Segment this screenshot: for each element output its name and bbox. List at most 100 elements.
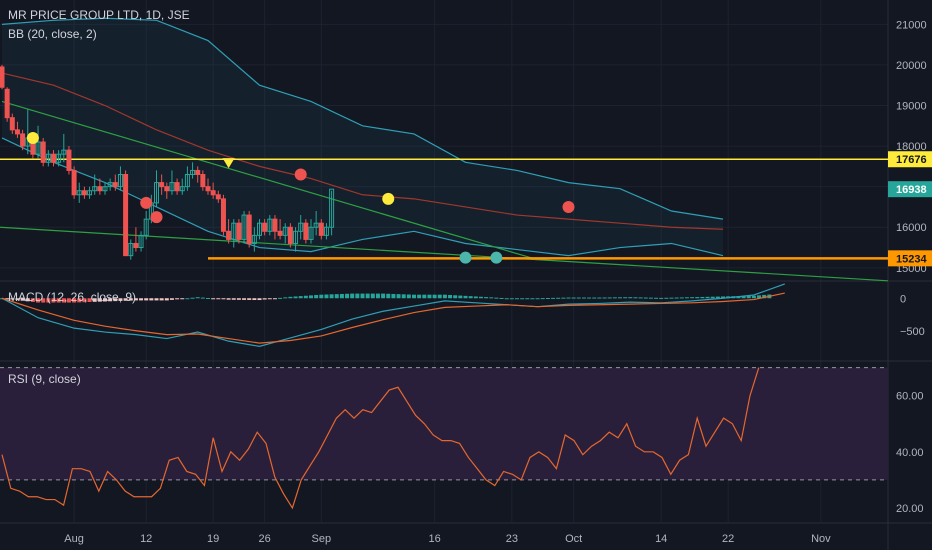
- macd-histogram-bar: [463, 295, 468, 299]
- candle-body: [20, 133, 26, 147]
- macd-histogram-bar: [195, 297, 200, 299]
- macd-histogram-bar: [381, 293, 386, 299]
- candle-body: [76, 190, 82, 196]
- macd-histogram-bar: [520, 298, 525, 300]
- candle-body: [159, 182, 165, 188]
- macd-histogram-bar: [715, 296, 720, 299]
- macd-histogram-bar: [664, 297, 669, 299]
- price-candles[interactable]: [0, 64, 335, 260]
- macd-histogram-bar: [164, 298, 169, 301]
- macd-histogram-bar: [298, 296, 303, 299]
- candle-body: [303, 222, 309, 240]
- macd-histogram-bar: [535, 298, 540, 300]
- macd-histogram-bar: [442, 294, 447, 299]
- macd-histogram-bar: [329, 294, 334, 299]
- macd-histogram-bar: [159, 298, 164, 301]
- macd-histogram-bar: [417, 294, 422, 299]
- macd-histogram-bar: [200, 297, 205, 299]
- bb-lower-line: [1, 137, 724, 257]
- macd-histogram-bar: [757, 295, 762, 299]
- macd-histogram-bar: [365, 293, 370, 299]
- candle-body: [287, 226, 293, 244]
- rsi-pane: [1, 367, 760, 510]
- candle-body: [4, 88, 10, 119]
- candle-body: [174, 182, 180, 192]
- macd-histogram-bar: [314, 295, 319, 299]
- candle-body: [102, 186, 108, 192]
- macd-histogram-bar: [391, 293, 396, 299]
- candle-body: [0, 66, 5, 88]
- macd-histogram-bar: [108, 298, 113, 302]
- rsi-tick-label: 20.00: [896, 503, 924, 515]
- macd-histogram-bar: [623, 297, 628, 299]
- candle-body: [195, 169, 201, 175]
- macd-histogram-bar: [751, 295, 756, 299]
- macd-histogram-bar: [576, 297, 581, 299]
- macd-histogram-bar: [448, 294, 453, 299]
- macd-histogram-bar: [453, 295, 458, 299]
- candle-body: [257, 222, 262, 236]
- price-tag-support: [888, 250, 932, 267]
- macd-histogram-bar: [412, 294, 416, 299]
- candle-body: [81, 190, 87, 196]
- macd-histogram-bar: [551, 297, 556, 299]
- macd-histogram-bar: [221, 298, 226, 300]
- macd-histogram-bar: [355, 293, 360, 299]
- candle-body: [231, 222, 237, 240]
- candle-body: [66, 149, 72, 171]
- macd-histogram-bar: [401, 294, 406, 299]
- macd-histogram-bar: [710, 296, 715, 299]
- candle-body: [164, 186, 170, 192]
- macd-histogram-bar: [293, 296, 298, 299]
- macd-histogram-bar: [10, 298, 15, 300]
- macd-histogram-bar: [618, 297, 622, 299]
- macd-histogram-bar: [674, 297, 679, 299]
- candle-body: [293, 230, 299, 244]
- macd-histogram-bar: [216, 298, 221, 300]
- date-tick-label: Aug: [64, 533, 84, 545]
- macd-histogram-bar: [515, 298, 519, 300]
- macd-histogram-bar: [566, 297, 571, 299]
- bb-basis-line: [1, 72, 724, 230]
- date-tick-label: 22: [722, 533, 734, 545]
- macd-histogram-bar: [56, 298, 61, 303]
- price-tag-label: 16938: [896, 184, 927, 196]
- price-tag-label: 15234: [896, 253, 927, 265]
- candle-body: [200, 173, 206, 188]
- macd-histogram-bar: [648, 297, 653, 299]
- candle-body: [112, 182, 118, 188]
- signal-triangle-marker: [222, 158, 235, 169]
- macd-histogram-bar: [113, 298, 118, 302]
- bb-indicator-label[interactable]: BB (20, close, 2): [8, 27, 97, 41]
- macd-histogram-bar: [525, 298, 530, 300]
- macd-histogram-bar: [468, 296, 473, 299]
- candle-body: [282, 226, 288, 236]
- candle-body: [117, 173, 123, 188]
- macd-histogram-bar: [643, 297, 648, 299]
- macd-signal-line: [1, 292, 785, 344]
- macd-histogram-bar: [236, 298, 241, 300]
- macd-histogram-bar: [597, 297, 602, 299]
- candle-body: [298, 222, 304, 232]
- candle-body: [61, 149, 67, 155]
- rsi-tick-label: 60.00: [896, 391, 924, 403]
- date-tick-label: 12: [140, 533, 152, 545]
- macd-histogram-bar: [556, 297, 561, 299]
- bb-fill: [2, 18, 723, 256]
- macd-histogram-bar: [422, 294, 427, 299]
- macd-histogram-bar: [690, 297, 695, 299]
- macd-histogram-bar: [257, 298, 262, 301]
- macd-histogram-bar: [15, 298, 20, 301]
- macd-histogram-bar: [242, 298, 247, 300]
- signal-dot-marker: [382, 192, 395, 205]
- macd-histogram-bar: [309, 295, 313, 299]
- macd-histogram-bar: [458, 295, 463, 299]
- rsi-band-fill: [0, 367, 888, 481]
- rsi-indicator-label[interactable]: RSI (9, close): [8, 372, 81, 386]
- macd-indicator-label[interactable]: MACD (12, 26, close, 9): [8, 290, 137, 304]
- candle-body: [205, 186, 211, 192]
- macd-histogram-bar: [123, 298, 128, 301]
- candle-body: [56, 153, 62, 163]
- candle-body: [97, 186, 103, 192]
